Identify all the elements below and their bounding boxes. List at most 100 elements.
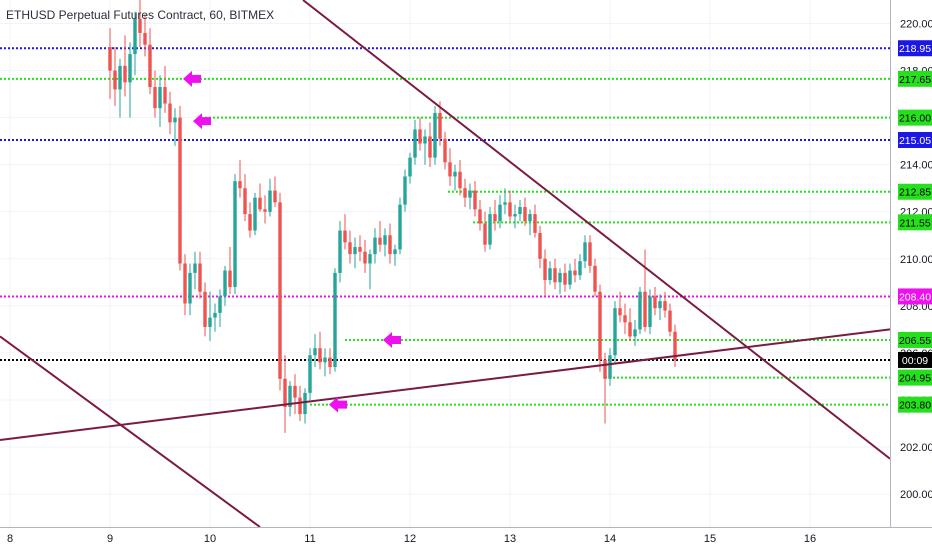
price-badges: 218.95 217.65 216.00 215.05 212.85 211.55 208.… [898, 40, 932, 413]
left-arrow-icon [183, 70, 201, 87]
arrow-shape [183, 70, 201, 87]
price-badge-label: 206.55 [899, 335, 931, 347]
price-badge [898, 288, 932, 305]
candle-body [358, 247, 362, 252]
candle-body [523, 207, 527, 222]
candle-body [433, 112, 437, 158]
candle-body [333, 272, 337, 368]
candle-body [638, 291, 642, 330]
candle-body [328, 357, 332, 368]
candle-body [293, 385, 297, 398]
candle-body [483, 223, 487, 245]
candle-body [503, 202, 507, 205]
x-tick-label: 8 [7, 533, 13, 545]
candle-body [613, 308, 617, 356]
candle-body [583, 242, 587, 262]
candle-body [418, 129, 422, 144]
candle-body [388, 235, 392, 255]
candle-body [378, 237, 382, 245]
chart-title: ETHUSD Perpetual Futures Contract, 60, B… [6, 8, 274, 22]
candle-body [233, 181, 237, 288]
candle-body [428, 136, 432, 158]
candle-body [553, 268, 557, 283]
candle-body [508, 202, 512, 217]
price-badge [898, 131, 932, 148]
candles [108, 0, 677, 433]
candle-body [468, 190, 472, 198]
candle-body [268, 190, 272, 212]
annotation-arrows [183, 70, 401, 413]
price-badge-label: 204.95 [899, 373, 931, 385]
price-badge-label: 218.95 [899, 43, 931, 55]
candle-body [448, 162, 452, 177]
candle-body [473, 190, 477, 210]
candle-body [128, 54, 132, 83]
candle-body [673, 331, 677, 360]
candle-body [563, 272, 567, 285]
candle-body [253, 197, 257, 231]
price-badge [898, 70, 932, 87]
candle-body [513, 214, 517, 217]
candle-body [573, 270, 577, 276]
candle-body [153, 87, 157, 109]
x-tick-label: 9 [107, 533, 113, 545]
arrow-shape [193, 113, 211, 130]
candle-body [458, 171, 462, 189]
x-tick-label: 10 [204, 533, 216, 545]
candle-body [593, 265, 597, 292]
candle-body [413, 129, 417, 158]
horizontal-levels [0, 47, 890, 406]
candle-body [283, 378, 287, 408]
candle-body [273, 190, 277, 203]
candle-body [158, 87, 162, 109]
price-badge-label: 203.80 [899, 400, 931, 412]
candle-body [193, 263, 197, 273]
candle-body [608, 355, 612, 379]
current-price-badge [898, 351, 932, 368]
trendline [0, 328, 890, 441]
candle-body [313, 348, 317, 356]
x-tick-label: 15 [704, 533, 716, 545]
candle-body [218, 296, 222, 313]
candle-body [438, 112, 442, 139]
candle-body [578, 261, 582, 276]
candle-body [453, 171, 457, 177]
candle-body [653, 296, 657, 309]
current-price-badge-label: 00:09 [902, 355, 928, 367]
candle-body [408, 157, 412, 177]
candle-body [618, 308, 622, 316]
x-tick-labels: 8 9 10 11 12 13 14 15 16 [7, 533, 816, 545]
candle-body [308, 355, 312, 393]
y-tick-labels: 200.00202.00204.00206.00208.00210.00212.… [900, 19, 932, 502]
price-badge [898, 331, 932, 348]
candle-body [403, 176, 407, 205]
candle-body [548, 268, 552, 280]
trendline [302, 0, 890, 460]
candle-body [343, 230, 347, 243]
arrow-shape [329, 396, 347, 413]
price-badge-label: 211.55 [899, 217, 930, 229]
candle-body [298, 397, 302, 415]
candle-body [363, 251, 367, 264]
candle-body [248, 214, 252, 231]
candle-body [123, 65, 127, 83]
candle-body [258, 197, 262, 210]
price-badge [898, 369, 932, 386]
price-badge-label: 216.00 [899, 113, 931, 125]
x-tick-label: 12 [404, 533, 416, 545]
candle-body [478, 209, 482, 224]
candle-body [318, 348, 322, 363]
candle-body [188, 272, 192, 304]
candle-body [603, 359, 607, 379]
candle-body [178, 117, 182, 264]
y-tick-label: 200.00 [900, 489, 932, 501]
candle-body [543, 258, 547, 280]
candle-body [238, 181, 242, 189]
candle-body [198, 263, 202, 292]
candle-body [623, 315, 627, 323]
candle-body [368, 254, 372, 264]
price-badge [898, 396, 932, 413]
grid [0, 0, 890, 527]
